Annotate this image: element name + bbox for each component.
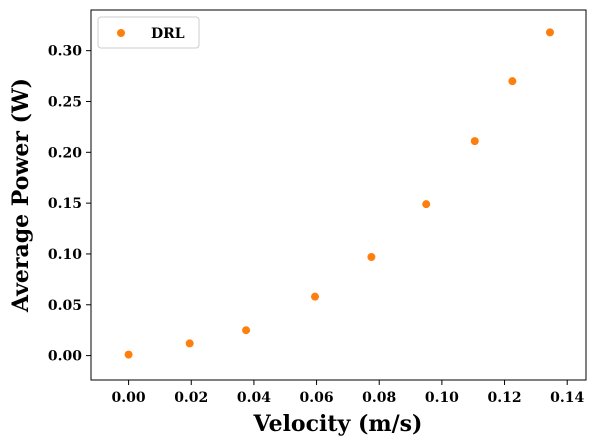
x-axis-ticks: 0.00 0.02 0.04 0.06 0.08 0.10 0.12 0.14 [112,380,585,406]
data-point [367,253,376,262]
data-point [422,200,431,209]
x-tick-label: 0.12 [487,390,521,406]
x-tick-label: 0.10 [425,390,459,406]
plot-area [90,9,587,381]
y-tick-label: 0.25 [48,94,82,110]
legend-box [97,16,200,49]
data-point [124,350,133,359]
y-tick-label: 0.05 [48,298,82,314]
legend: DRL [97,16,200,49]
x-axis-title: Velocity (m/s) [253,411,423,437]
x-tick-label: 0.04 [237,390,271,406]
data-point [470,137,479,146]
x-tick-label: 0.06 [300,390,334,406]
y-tick-label: 0.20 [48,145,82,161]
data-point [185,339,194,348]
x-tick-label: 0.08 [362,390,396,406]
x-tick-label: 0.00 [112,390,146,406]
y-tick-label: 0.30 [48,44,82,60]
y-axis-ticks: 0.00 0.05 0.10 0.15 0.20 0.25 0.30 [48,44,91,365]
x-tick-label: 0.14 [550,390,584,406]
y-tick-label: 0.10 [48,247,82,263]
x-tick-label: 0.02 [174,390,208,406]
y-tick-label: 0.15 [48,196,82,212]
data-point [311,292,320,301]
data-point [508,77,517,86]
data-point [545,28,554,37]
y-tick-label: 0.00 [48,349,82,365]
y-axis-title: Average Power (W) [8,78,34,313]
legend-label-drl: DRL [151,26,185,42]
data-points [124,28,554,359]
data-point [242,326,251,335]
legend-marker [117,29,125,37]
